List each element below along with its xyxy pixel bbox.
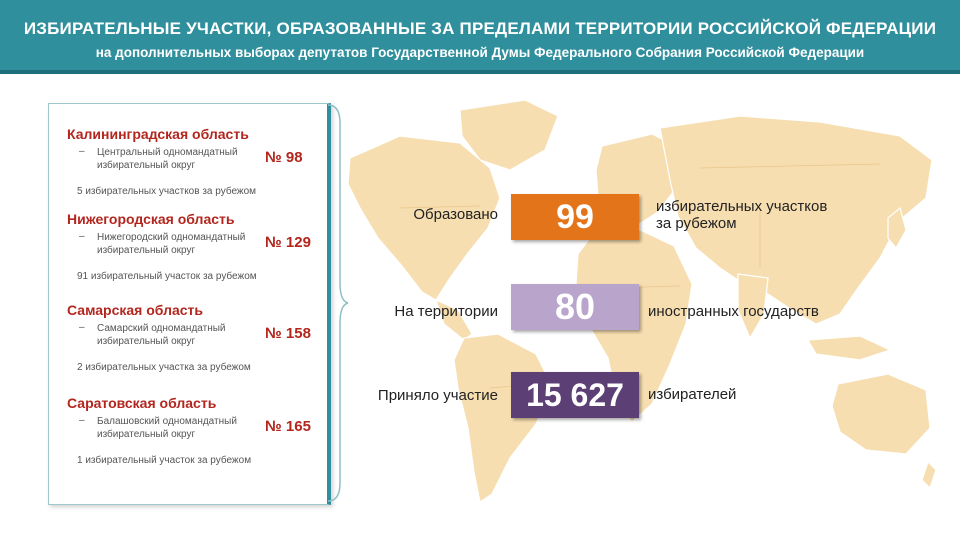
region-name: Самарская область — [67, 302, 203, 318]
district-number: № 158 — [265, 325, 311, 342]
district-line1: Нижегородский одномандатный — [97, 232, 246, 243]
district-line2: избирательный округ — [97, 336, 196, 347]
district-number: № 165 — [265, 418, 311, 435]
map-greenland — [459, 99, 559, 171]
stat-caption-territory: иностранных государств — [648, 303, 819, 320]
map-new-zealand — [921, 460, 937, 490]
stat-caption-line2: за рубежом — [656, 215, 737, 232]
dash: – — [79, 415, 85, 426]
stations-count: 91 избирательный участок за рубежом — [77, 271, 257, 282]
district-line1: Центральный одномандатный — [97, 147, 238, 158]
dash: – — [79, 322, 85, 333]
stations-count: 1 избирательный участок за рубежом — [77, 455, 252, 466]
map-india — [737, 273, 769, 340]
map-south-america — [453, 333, 553, 503]
header-banner: ИЗБИРАТЕЛЬНЫЕ УЧАСТКИ, ОБРАЗОВАННЫЕ ЗА П… — [0, 0, 960, 74]
world-map — [347, 99, 937, 503]
region-name: Калининградская область — [67, 126, 249, 142]
page-subtitle: на дополнительных выборах депутатов Госу… — [95, 45, 865, 60]
stat-label-territory: На территории — [394, 303, 498, 320]
stat-value-territory: 80 — [511, 284, 639, 330]
regions-panel: Калининградская область – Центральный од… — [48, 103, 331, 505]
curly-brace — [327, 104, 349, 502]
region-kaliningrad: Калининградская область – Центральный од… — [67, 126, 322, 197]
region-samara: Самарская область – Самарский одномандат… — [67, 302, 322, 373]
district-name: Самарский одномандатный избирательный ок… — [97, 322, 257, 348]
page-title: ИЗБИРАТЕЛЬНЫЕ УЧАСТКИ, ОБРАЗОВАННЫЕ ЗА П… — [23, 19, 937, 38]
district-line2: избирательный округ — [97, 160, 196, 171]
district-name: Нижегородский одномандатный избирательны… — [97, 231, 257, 257]
stations-count: 5 избирательных участков за рубежом — [77, 186, 257, 197]
stations-count: 2 избирательных участка за рубежом — [77, 362, 251, 373]
region-nizhny-novgorod: Нижегородская область – Нижегородский од… — [67, 211, 322, 282]
district-name: Центральный одномандатный избирательный … — [97, 146, 257, 172]
district-line2: избирательный округ — [97, 245, 196, 256]
region-name: Нижегородская область — [67, 211, 235, 227]
stat-value-participated: 15 627 — [511, 372, 639, 418]
stat-caption-participated: избирателей — [648, 386, 737, 403]
dash: – — [79, 231, 85, 242]
map-asia — [659, 115, 933, 325]
stat-label-formed: Образовано — [413, 206, 498, 223]
stat-label-participated: Приняло участие — [377, 387, 498, 404]
district-number: № 129 — [265, 234, 311, 251]
district-line1: Балашовский одномандатный — [97, 416, 237, 427]
map-japan — [887, 206, 907, 250]
district-number: № 98 — [265, 149, 303, 166]
region-name: Саратовская область — [67, 395, 217, 411]
stat-caption-formed: избирательных участков за рубежом — [656, 198, 827, 232]
map-indonesia — [807, 335, 892, 361]
map-australia — [831, 373, 931, 455]
district-line2: избирательный округ — [97, 429, 196, 440]
stat-value-formed: 99 — [511, 194, 639, 240]
dash: – — [79, 146, 85, 157]
district-line1: Самарский одномандатный — [97, 323, 226, 334]
stat-caption-line1: избирательных участков — [656, 198, 828, 215]
map-north-america — [347, 135, 501, 301]
region-saratov: Саратовская область – Балашовский однома… — [67, 395, 322, 466]
district-name: Балашовский одномандатный избирательный … — [97, 415, 257, 441]
